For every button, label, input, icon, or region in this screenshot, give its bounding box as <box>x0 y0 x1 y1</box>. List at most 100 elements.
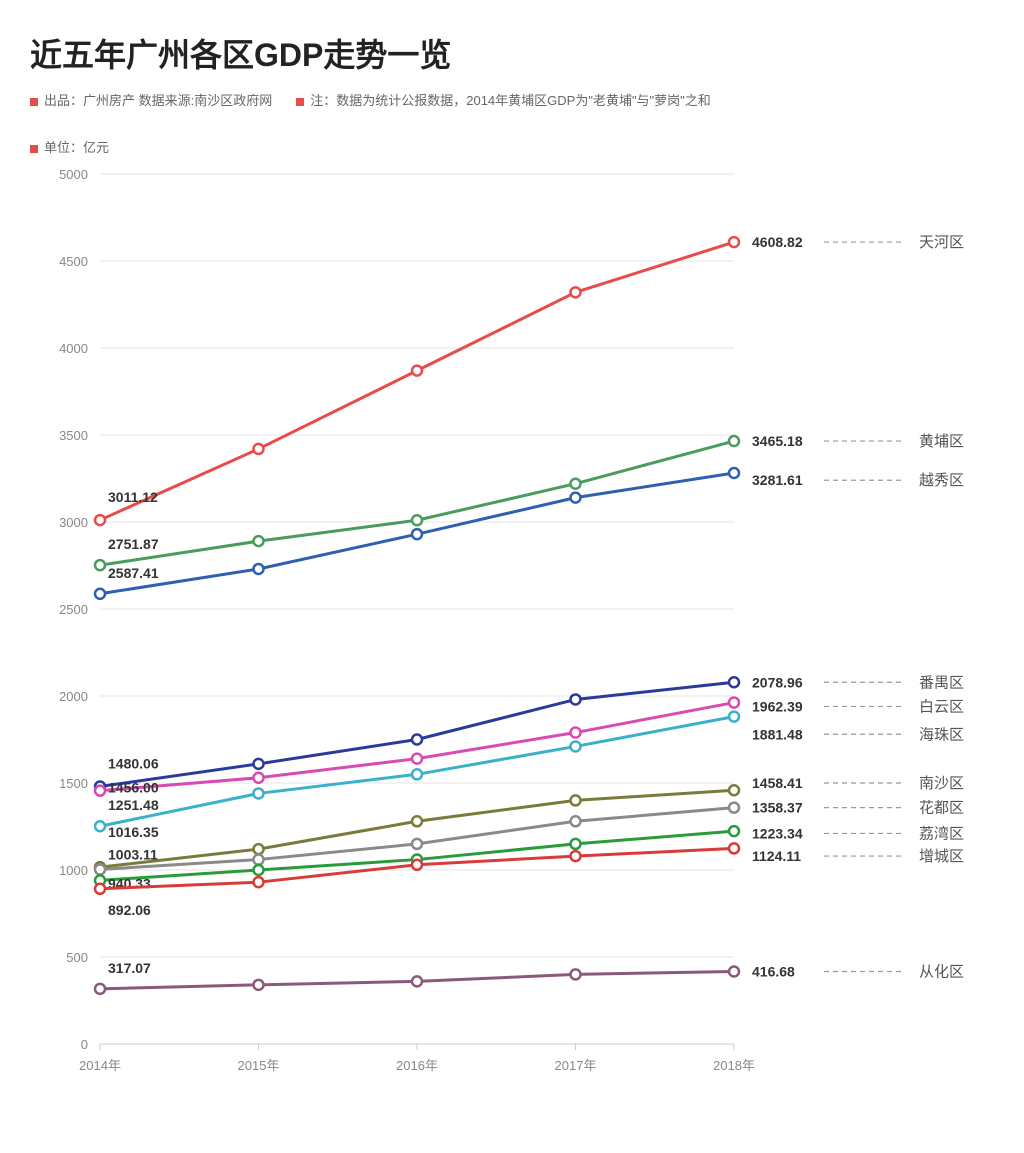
data-point <box>254 536 264 546</box>
data-point <box>729 468 739 478</box>
data-point <box>729 843 739 853</box>
page-title: 近五年广州各区GDP走势一览 <box>30 30 994 76</box>
end-value-label: 3465.18 <box>752 433 803 449</box>
data-point <box>729 712 739 722</box>
data-point <box>571 728 581 738</box>
district-label: 南沙区 <box>919 775 964 792</box>
district-label: 番禺区 <box>919 674 964 691</box>
data-point <box>95 786 105 796</box>
series-line <box>100 441 734 565</box>
start-value-label: 2751.87 <box>108 536 159 552</box>
x-tick-label: 2014年 <box>79 1058 121 1073</box>
end-value-label: 1124.11 <box>752 848 801 864</box>
y-tick-label: 3000 <box>59 515 88 530</box>
end-value-label: 1458.41 <box>752 775 803 791</box>
data-point <box>571 969 581 979</box>
data-point <box>571 839 581 849</box>
y-tick-label: 2000 <box>59 689 88 704</box>
data-point <box>412 860 422 870</box>
data-point <box>254 759 264 769</box>
subtitle-right-text: 注：数据为统计公报数据，2014年黄埔区GDP为"老黄埔"与"萝岗"之和 <box>310 93 711 108</box>
data-point <box>254 444 264 454</box>
end-value-label: 1962.39 <box>752 698 803 714</box>
data-point <box>571 479 581 489</box>
district-label: 黄埔区 <box>919 433 964 450</box>
data-point <box>729 966 739 976</box>
data-point <box>412 816 422 826</box>
y-tick-label: 3500 <box>59 428 88 443</box>
subtitle-left: 出品：广州房产 数据来源:南沙区政府网 <box>30 90 272 109</box>
y-tick-label: 4000 <box>59 341 88 356</box>
data-point <box>571 493 581 503</box>
start-value-label: 1003.11 <box>108 846 158 862</box>
district-label: 从化区 <box>919 963 964 980</box>
data-point <box>95 864 105 874</box>
y-tick-label: 2500 <box>59 602 88 617</box>
data-point <box>571 741 581 751</box>
data-point <box>412 754 422 764</box>
data-point <box>729 698 739 708</box>
subtitle-row: 出品：广州房产 数据来源:南沙区政府网 注：数据为统计公报数据，2014年黄埔区… <box>30 90 994 109</box>
data-point <box>254 564 264 574</box>
district-label: 天河区 <box>919 234 964 251</box>
district-label: 荔湾区 <box>919 825 964 842</box>
y-tick-label: 500 <box>66 950 88 965</box>
end-value-label: 3281.61 <box>752 472 803 488</box>
start-value-label: 892.06 <box>108 902 151 918</box>
series-line <box>100 242 734 520</box>
data-point <box>412 735 422 745</box>
data-point <box>95 821 105 831</box>
data-point <box>412 366 422 376</box>
data-point <box>571 851 581 861</box>
data-point <box>412 976 422 986</box>
x-tick-label: 2016年 <box>396 1058 438 1073</box>
data-point <box>729 436 739 446</box>
y-tick-label: 1000 <box>59 863 88 878</box>
y-tick-label: 0 <box>81 1037 88 1052</box>
x-tick-label: 2017年 <box>555 1058 597 1073</box>
end-value-label: 1223.34 <box>752 825 803 841</box>
district-label: 花都区 <box>919 800 964 817</box>
start-value-label: 2587.41 <box>108 565 159 581</box>
data-point <box>254 773 264 783</box>
district-label: 增城区 <box>919 848 964 865</box>
subtitle-left-text: 出品：广州房产 数据来源:南沙区政府网 <box>44 93 272 108</box>
data-point <box>729 677 739 687</box>
start-value-label: 317.07 <box>108 960 151 976</box>
data-point <box>729 826 739 836</box>
data-point <box>254 877 264 887</box>
y-tick-label: 1500 <box>59 776 88 791</box>
data-point <box>254 844 264 854</box>
data-point <box>95 984 105 994</box>
data-point <box>412 529 422 539</box>
district-label: 越秀区 <box>919 472 964 489</box>
data-point <box>729 785 739 795</box>
data-point <box>729 803 739 813</box>
data-point <box>254 855 264 865</box>
end-value-label: 1881.48 <box>752 726 803 742</box>
data-point <box>412 769 422 779</box>
data-point <box>95 560 105 570</box>
data-point <box>571 287 581 297</box>
data-point <box>254 788 264 798</box>
start-value-label: 1480.06 <box>108 755 159 771</box>
data-point <box>254 980 264 990</box>
end-value-label: 4608.82 <box>752 234 803 250</box>
end-value-label: 1358.37 <box>752 800 803 816</box>
end-value-label: 416.68 <box>752 963 795 979</box>
x-tick-label: 2015年 <box>238 1058 280 1073</box>
data-point <box>254 865 264 875</box>
data-point <box>95 515 105 525</box>
start-value-label: 1251.48 <box>108 797 159 813</box>
start-value-label: 1456.00 <box>108 780 159 796</box>
y-tick-label: 5000 <box>59 167 88 182</box>
y-tick-label: 4500 <box>59 254 88 269</box>
district-label: 海珠区 <box>919 726 964 743</box>
x-tick-label: 2018年 <box>713 1058 755 1073</box>
unit-label: 单位：亿元 <box>30 137 994 156</box>
data-point <box>571 694 581 704</box>
unit-label-text: 单位：亿元 <box>44 140 109 155</box>
data-point <box>729 237 739 247</box>
gdp-line-chart: 0 500 1000 1500 2000 2500 3000 3500 4000 4500 5000… <box>30 164 994 1104</box>
bullet-icon <box>30 98 38 106</box>
